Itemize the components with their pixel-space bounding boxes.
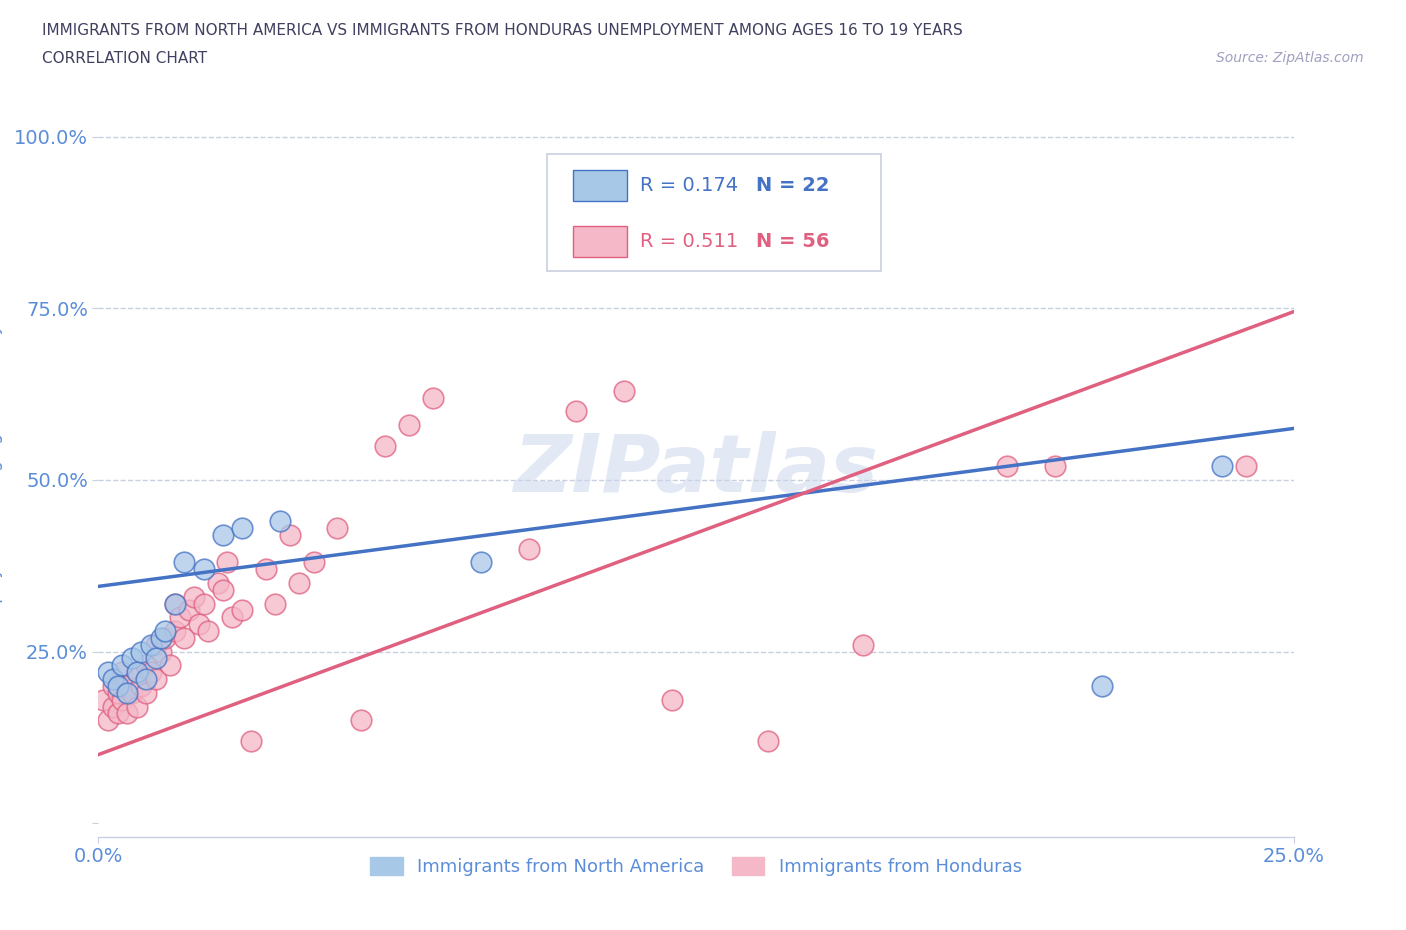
Text: N = 22: N = 22 — [756, 176, 830, 194]
Point — [211, 582, 233, 597]
Point — [125, 665, 148, 680]
Point — [231, 603, 253, 618]
Point — [155, 624, 177, 639]
Point — [613, 383, 636, 398]
Point — [240, 734, 263, 749]
Point — [149, 644, 172, 659]
Point — [131, 679, 153, 694]
Point — [135, 658, 157, 672]
Point — [852, 637, 875, 652]
Bar — [572, 226, 627, 257]
Text: IMMIGRANTS FROM NORTH AMERICA VS IMMIGRANTS FROM HONDURAS UNEMPLOYMENT AMONG AGE: IMMIGRANTS FROM NORTH AMERICA VS IMMIGRA… — [42, 23, 963, 38]
Point — [995, 458, 1018, 473]
Point — [1043, 458, 1066, 473]
Point — [115, 679, 138, 694]
Point — [111, 692, 134, 707]
Bar — [572, 170, 627, 201]
Point — [661, 692, 683, 707]
Point — [149, 631, 172, 645]
Point — [163, 624, 186, 639]
Point — [211, 527, 233, 542]
Point — [111, 665, 134, 680]
Point — [183, 590, 205, 604]
Point — [97, 665, 120, 680]
Point — [125, 665, 148, 680]
Text: R = 0.174: R = 0.174 — [640, 176, 738, 194]
Point — [111, 658, 134, 672]
Point — [193, 562, 215, 577]
Point — [565, 404, 588, 418]
Point — [350, 712, 373, 727]
Point — [135, 685, 157, 700]
Point — [517, 541, 540, 556]
Point — [91, 692, 114, 707]
Point — [302, 555, 325, 570]
Point — [207, 576, 229, 591]
Point — [187, 617, 209, 631]
Point — [107, 706, 129, 721]
Point — [131, 644, 153, 659]
Point — [169, 610, 191, 625]
Point — [121, 651, 143, 666]
Point — [173, 631, 195, 645]
Point — [197, 624, 219, 639]
Point — [288, 576, 311, 591]
Point — [107, 685, 129, 700]
Point — [97, 712, 120, 727]
Point — [374, 438, 396, 453]
Point — [269, 513, 291, 528]
Point — [398, 418, 420, 432]
Point — [1091, 679, 1114, 694]
Point — [1234, 458, 1257, 473]
Point — [135, 671, 157, 686]
Text: R = 0.511: R = 0.511 — [640, 232, 738, 251]
Point — [1211, 458, 1233, 473]
Point — [173, 555, 195, 570]
Point — [139, 637, 162, 652]
Point — [115, 706, 138, 721]
Point — [470, 555, 492, 570]
Y-axis label: Unemployment Among Ages 16 to 19 years: Unemployment Among Ages 16 to 19 years — [0, 287, 3, 652]
Point — [139, 665, 162, 680]
Point — [107, 679, 129, 694]
Point — [145, 671, 167, 686]
Point — [179, 603, 201, 618]
Point — [756, 734, 779, 749]
Text: ZIPatlas: ZIPatlas — [513, 431, 879, 509]
Point — [221, 610, 243, 625]
Point — [125, 699, 148, 714]
Point — [159, 658, 181, 672]
Point — [101, 699, 124, 714]
Point — [115, 685, 138, 700]
Point — [101, 679, 124, 694]
Point — [278, 527, 301, 542]
Text: CORRELATION CHART: CORRELATION CHART — [42, 51, 207, 66]
Point — [231, 521, 253, 536]
Point — [422, 390, 444, 405]
Point — [163, 596, 186, 611]
Point — [101, 671, 124, 686]
Legend: Immigrants from North America, Immigrants from Honduras: Immigrants from North America, Immigrant… — [363, 849, 1029, 884]
Point — [193, 596, 215, 611]
Text: Source: ZipAtlas.com: Source: ZipAtlas.com — [1216, 51, 1364, 65]
Point — [326, 521, 349, 536]
Point — [217, 555, 239, 570]
Point — [145, 651, 167, 666]
Point — [163, 596, 186, 611]
Point — [155, 631, 177, 645]
Point — [145, 637, 167, 652]
Text: N = 56: N = 56 — [756, 232, 830, 251]
Point — [121, 685, 143, 700]
FancyBboxPatch shape — [547, 153, 882, 272]
Point — [254, 562, 277, 577]
Point — [264, 596, 287, 611]
